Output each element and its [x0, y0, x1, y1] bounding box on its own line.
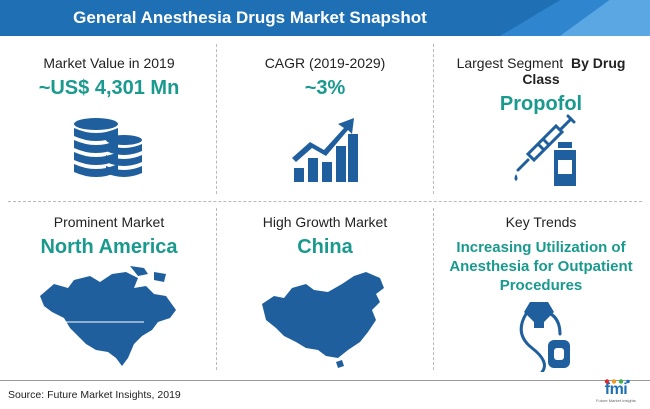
page-title: General Anesthesia Drugs Market Snapshot: [73, 8, 427, 27]
logo-tagline: Future Market Insights: [596, 398, 636, 403]
prominent-market-card: Prominent Market North America: [4, 214, 214, 259]
china-map-icon: [262, 272, 384, 368]
market-value-value: ~US$ 4,301 Mn: [38, 77, 180, 99]
logo-wordmark: fmi: [604, 381, 628, 398]
grid-divider: [216, 44, 217, 194]
cagr-card: CAGR (2019-2029) ~3%: [220, 55, 430, 100]
key-trends-card: Key Trends Increasing Utilization of Ane…: [436, 214, 646, 295]
high-growth-card: High Growth Market China: [220, 214, 430, 259]
header-banner: General Anesthesia Drugs Market Snapshot: [0, 0, 650, 36]
fmi-logo: fmi Future Market Insights: [596, 379, 636, 404]
growth-chart-icon: [292, 118, 358, 182]
cagr-label: CAGR (2019-2029): [264, 55, 386, 71]
high-growth-label: High Growth Market: [262, 214, 388, 230]
anesthesia-mask-icon: [519, 302, 570, 372]
largest-segment-card: Largest Segment By Drug Class Propofol: [436, 55, 646, 116]
prominent-market-value: North America: [40, 236, 178, 258]
grid-divider: [433, 44, 434, 194]
largest-segment-label: Largest Segment By Drug Class: [456, 55, 626, 87]
market-value-card: Market Value in 2019 ~US$ 4,301 Mn: [4, 55, 214, 100]
logo-dots-icon: [604, 379, 630, 384]
coin-stack-icon: [74, 118, 142, 177]
syringe-vial-icon: [514, 114, 576, 186]
prominent-market-label: Prominent Market: [53, 214, 165, 230]
high-growth-value: China: [297, 236, 353, 258]
key-trends-label: Key Trends: [505, 214, 577, 230]
market-value-label: Market Value in 2019: [43, 55, 175, 71]
footer-divider: [0, 380, 650, 381]
north-america-map-icon: [40, 266, 176, 366]
source-note: Source: Future Market Insights, 2019: [8, 389, 181, 401]
grid-divider: [8, 201, 642, 202]
key-trends-value: Increasing Utilization of Anesthesia for…: [449, 239, 633, 294]
cagr-value: ~3%: [304, 77, 346, 99]
grid-divider: [433, 208, 434, 370]
largest-segment-value: Propofol: [499, 93, 583, 115]
grid-divider: [216, 208, 217, 370]
